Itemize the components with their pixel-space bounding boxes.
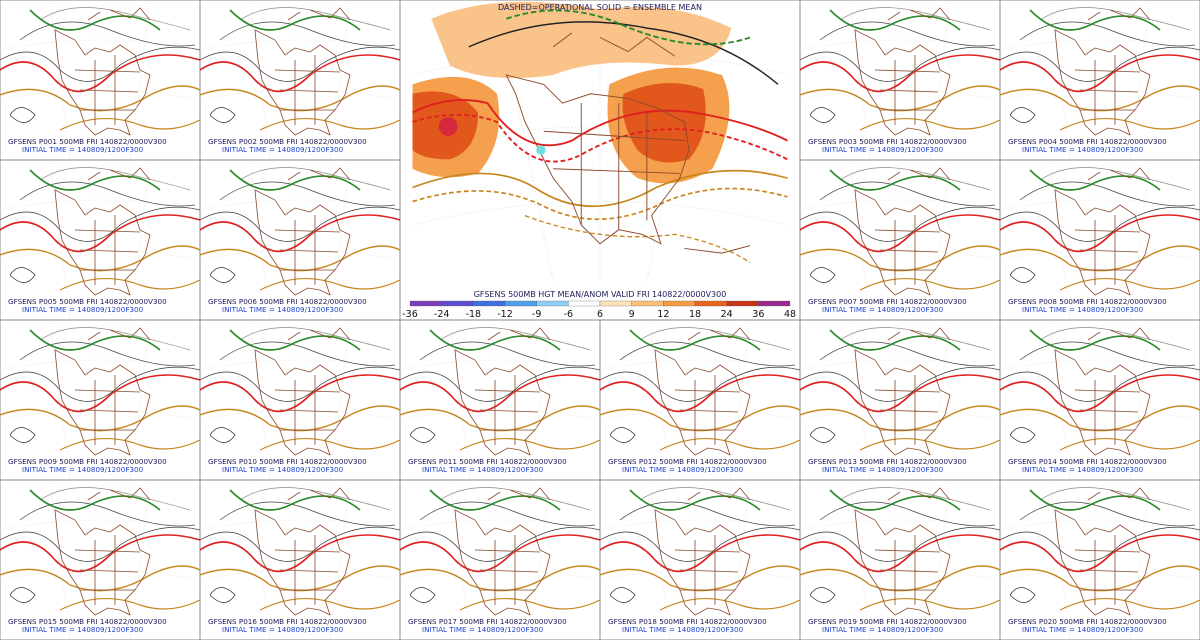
panel-title: GFSENS P010 500MB FRI 140822/0000V300	[208, 457, 367, 466]
member-map	[200, 0, 400, 160]
scale-segment	[758, 300, 791, 307]
panel-init: INITIAL TIME = 140809/1200F300	[1022, 305, 1144, 314]
scale-label: 12	[657, 309, 669, 320]
member-map	[0, 160, 200, 320]
panel-init: INITIAL TIME = 140809/1200F300	[222, 305, 344, 314]
scale-label: 24	[721, 309, 733, 320]
scale-segment	[663, 300, 696, 307]
panel-init: INITIAL TIME = 140809/1200F300	[822, 145, 944, 154]
scale-label: 18	[689, 309, 701, 320]
scale-segment	[409, 300, 442, 307]
member-map	[1000, 0, 1200, 160]
center-title: GFSENS 500MB HGT MEAN/ANOM VALID FRI 140…	[474, 290, 727, 299]
panel-init: INITIAL TIME = 140809/1200F300	[22, 465, 144, 474]
panel-init: INITIAL TIME = 140809/1200F300	[622, 625, 744, 634]
member-map	[1000, 480, 1200, 640]
panel-init: INITIAL TIME = 140809/1200F300	[22, 625, 144, 634]
scale-segment	[631, 300, 664, 307]
panel-init: INITIAL TIME = 140809/1200F300	[822, 625, 944, 634]
mean-map	[411, 0, 789, 300]
scale-label: -9	[532, 309, 541, 320]
scale-label: 9	[629, 309, 635, 320]
panel-init: INITIAL TIME = 140809/1200F300	[822, 465, 944, 474]
panel-title: GFSENS P003 500MB FRI 140822/0000V300	[808, 137, 967, 146]
panel-init: INITIAL TIME = 140809/1200F300	[22, 305, 144, 314]
member-map	[400, 320, 600, 480]
panel-title: GFSENS P017 500MB FRI 140822/0000V300	[408, 617, 567, 626]
member-map	[600, 320, 800, 480]
member-map	[800, 480, 1000, 640]
scale-segment	[726, 300, 759, 307]
panel-title: GFSENS P012 500MB FRI 140822/0000V300	[608, 457, 767, 466]
panel-title: GFSENS P015 500MB FRI 140822/0000V300	[8, 617, 167, 626]
member-map	[1000, 160, 1200, 320]
scale-label: -12	[497, 309, 513, 320]
panel-title: GFSENS P001 500MB FRI 140822/0000V300	[8, 137, 167, 146]
scale-segment	[504, 300, 537, 307]
panel-init: INITIAL TIME = 140809/1200F300	[422, 625, 544, 634]
member-map	[0, 320, 200, 480]
member-map	[200, 480, 400, 640]
scale-segment	[599, 300, 632, 307]
panel-title: GFSENS P013 500MB FRI 140822/0000V300	[808, 457, 967, 466]
panel-title: GFSENS P018 500MB FRI 140822/0000V300	[608, 617, 767, 626]
panel-title: GFSENS P009 500MB FRI 140822/0000V300	[8, 457, 167, 466]
panel-init: INITIAL TIME = 140809/1200F300	[22, 145, 144, 154]
center-header: DASHED=OPERATIONAL SOLID = ENSEMBLE MEAN	[498, 3, 702, 12]
scale-label: -36	[402, 309, 418, 320]
panel-title: GFSENS P014 500MB FRI 140822/0000V300	[1008, 457, 1167, 466]
panel-init: INITIAL TIME = 140809/1200F300	[1022, 145, 1144, 154]
panel-init: INITIAL TIME = 140809/1200F300	[1022, 465, 1144, 474]
panel-title: GFSENS P004 500MB FRI 140822/0000V300	[1008, 137, 1167, 146]
member-map	[800, 320, 1000, 480]
panel-init: INITIAL TIME = 140809/1200F300	[222, 465, 344, 474]
member-map	[800, 0, 1000, 160]
scale-segment	[441, 300, 474, 307]
member-map	[600, 480, 800, 640]
member-map	[1000, 320, 1200, 480]
member-map	[0, 0, 200, 160]
scale-label: -18	[466, 309, 482, 320]
scale-segment	[694, 300, 727, 307]
panel-title: GFSENS P019 500MB FRI 140822/0000V300	[808, 617, 967, 626]
panel-title: GFSENS P005 500MB FRI 140822/0000V300	[8, 297, 167, 306]
panel-init: INITIAL TIME = 140809/1200F300	[622, 465, 744, 474]
panel-title: GFSENS P020 500MB FRI 140822/0000V300	[1008, 617, 1167, 626]
panel-title: GFSENS P011 500MB FRI 140822/0000V300	[408, 457, 567, 466]
member-map	[800, 160, 1000, 320]
panel-title: GFSENS P008 500MB FRI 140822/0000V300	[1008, 297, 1167, 306]
member-map	[200, 160, 400, 320]
panel-title: GFSENS P007 500MB FRI 140822/0000V300	[808, 297, 967, 306]
scale-segment	[536, 300, 569, 307]
member-map	[200, 320, 400, 480]
panel-init: INITIAL TIME = 140809/1200F300	[222, 625, 344, 634]
scale-label: 36	[752, 309, 764, 320]
member-map	[0, 480, 200, 640]
panel-init: INITIAL TIME = 140809/1200F300	[222, 145, 344, 154]
scale-label: 48	[784, 309, 796, 320]
panel-title: GFSENS P006 500MB FRI 140822/0000V300	[208, 297, 367, 306]
panel-init: INITIAL TIME = 140809/1200F300	[1022, 625, 1144, 634]
scale-segment	[473, 300, 506, 307]
member-map	[400, 480, 600, 640]
panel-init: INITIAL TIME = 140809/1200F300	[422, 465, 544, 474]
panel-init: INITIAL TIME = 140809/1200F300	[822, 305, 944, 314]
panel-title: GFSENS P002 500MB FRI 140822/0000V300	[208, 137, 367, 146]
panel-title: GFSENS P016 500MB FRI 140822/0000V300	[208, 617, 367, 626]
scale-segment	[568, 300, 601, 307]
scale-label: -6	[564, 309, 573, 320]
scale-label: 6	[597, 309, 603, 320]
scale-label: -24	[434, 309, 450, 320]
